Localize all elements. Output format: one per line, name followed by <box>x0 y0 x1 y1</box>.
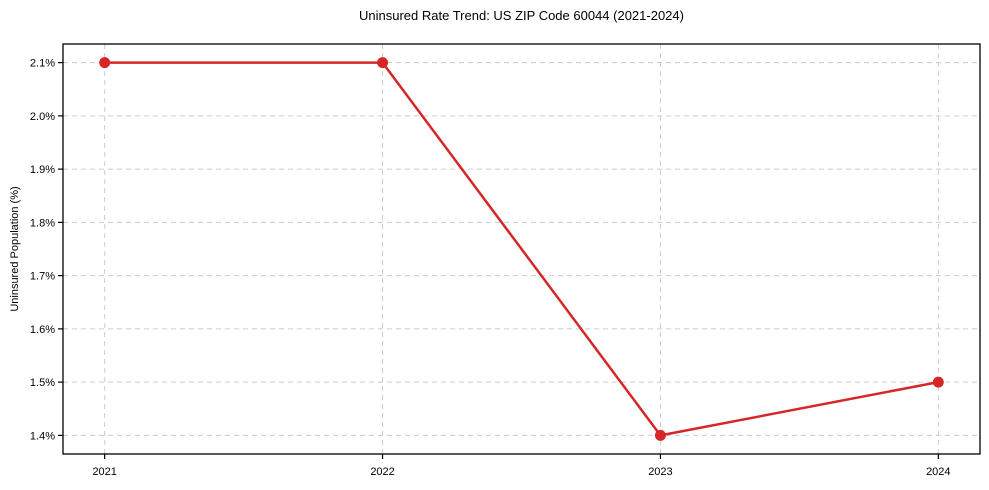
x-tick-label: 2022 <box>370 466 394 478</box>
y-tick-label: 1.6% <box>30 324 55 336</box>
y-tick-label: 1.7% <box>30 271 55 283</box>
y-tick-label: 1.9% <box>30 164 55 176</box>
plot-border <box>62 43 981 455</box>
x-tick-label: 2023 <box>648 466 672 478</box>
y-tick-label: 1.8% <box>30 217 55 229</box>
x-tick-label: 2024 <box>926 466 950 478</box>
data-point <box>377 57 389 69</box>
trend-line <box>103 61 940 437</box>
y-tick-label: 2.1% <box>30 58 55 70</box>
data-point <box>932 376 944 388</box>
y-tick-label: 2.0% <box>30 111 55 123</box>
data-point <box>654 429 666 441</box>
data-point <box>99 57 111 69</box>
y-tick-label: 1.4% <box>30 430 55 442</box>
y-tick-label: 1.5% <box>30 377 55 389</box>
x-tick-label: 2021 <box>92 466 116 478</box>
chart-title: Uninsured Rate Trend: US ZIP Code 60044 … <box>359 8 684 23</box>
